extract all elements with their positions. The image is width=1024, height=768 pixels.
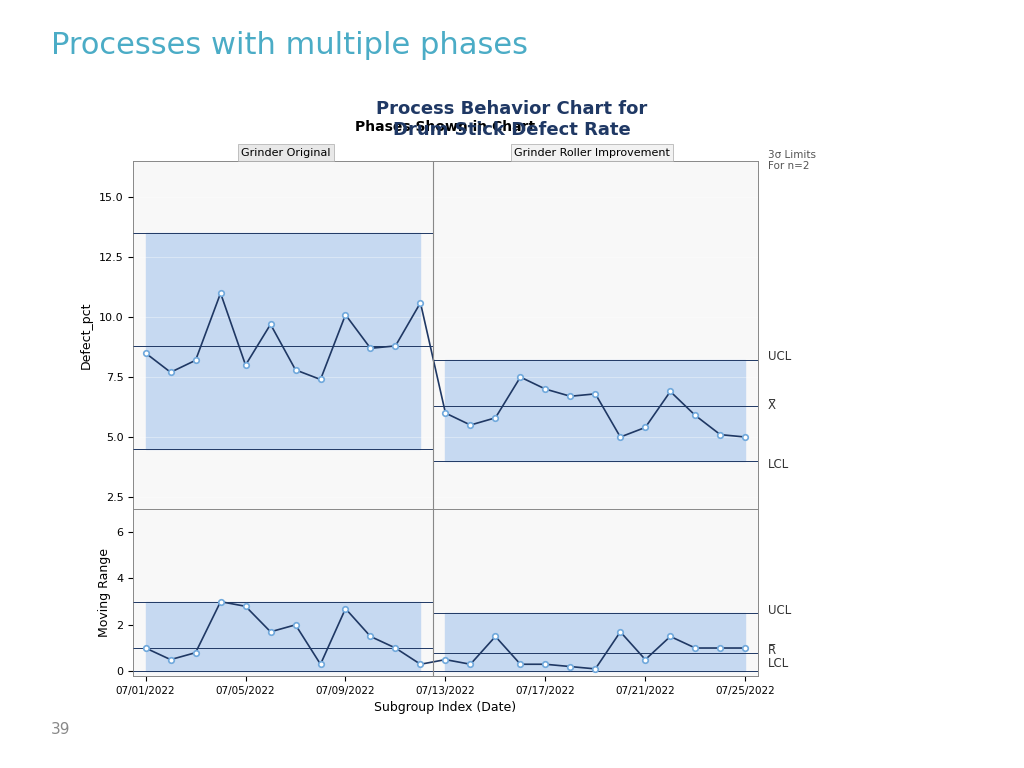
Y-axis label: Defect_pct: Defect_pct xyxy=(80,301,93,369)
Text: X̅: X̅ xyxy=(768,399,776,412)
Text: Process Behavior Chart for
Drum Stick Defect Rate: Process Behavior Chart for Drum Stick De… xyxy=(377,100,647,139)
Text: LCL: LCL xyxy=(768,657,790,670)
Text: UCL: UCL xyxy=(768,604,792,617)
Text: Processes with multiple phases: Processes with multiple phases xyxy=(51,31,528,60)
Text: Grinder Roller Improvement: Grinder Roller Improvement xyxy=(514,147,670,157)
X-axis label: Subgroup Index (Date): Subgroup Index (Date) xyxy=(375,701,516,714)
Text: LCL: LCL xyxy=(768,458,790,472)
Y-axis label: Moving Range: Moving Range xyxy=(97,548,111,637)
Title: Phases Shown in Chart: Phases Shown in Chart xyxy=(355,120,536,134)
Text: Grinder Original: Grinder Original xyxy=(242,147,331,157)
Text: UCL: UCL xyxy=(768,350,792,363)
Text: 39: 39 xyxy=(51,722,71,737)
Text: R̅: R̅ xyxy=(768,644,776,657)
Text: 3σ Limits
For n=2: 3σ Limits For n=2 xyxy=(768,150,816,171)
